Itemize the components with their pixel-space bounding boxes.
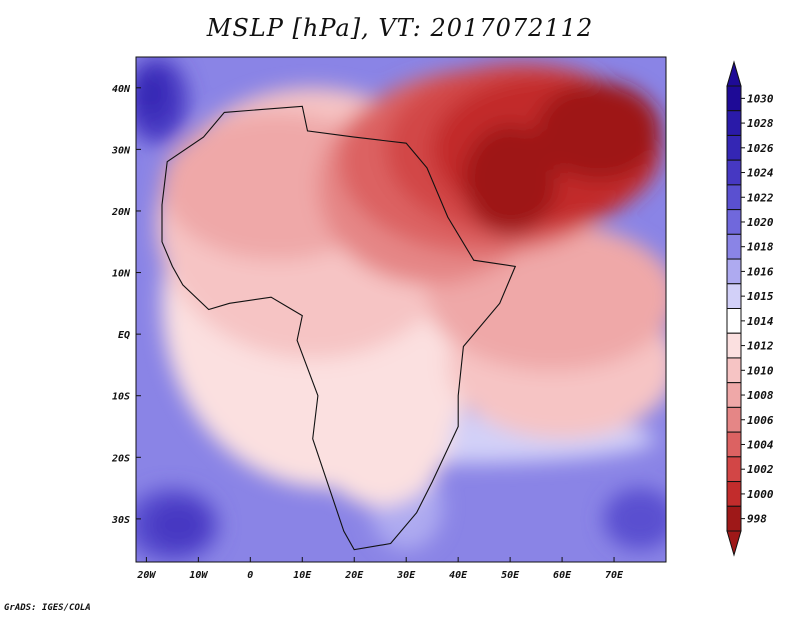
- pressure-region-1024: [146, 500, 209, 550]
- x-tick-label: 20E: [344, 570, 364, 581]
- colorbar-label: 1020: [747, 216, 774, 229]
- colorbar-swatch-1004: [726, 431, 742, 458]
- africa-coastline: [161, 105, 517, 551]
- pressure-region-998: [463, 124, 557, 236]
- colorbar-swatch-1006: [726, 406, 742, 433]
- colorbar-swatch-1028: [726, 110, 742, 136]
- pressure-region-1022: [603, 488, 666, 550]
- colorbar-label: 1006: [747, 414, 774, 427]
- x-tick-label: 0: [247, 570, 253, 581]
- y-tick-label: 40N: [112, 84, 131, 95]
- colorbar-swatch-1008: [726, 382, 742, 408]
- pressure-region-998: [536, 81, 661, 181]
- x-tick-label: 10E: [293, 570, 312, 581]
- y-tick-label: 30S: [111, 515, 130, 526]
- colorbar-label: 1010: [747, 364, 774, 377]
- colorbar-label: 1018: [747, 241, 774, 254]
- x-tick-label: 30E: [396, 570, 416, 581]
- colorbar-label: 1024: [747, 167, 774, 180]
- x-axis: 20W 10W 0 10E 20E 30E 40E 50E 60E 70E: [136, 557, 624, 581]
- colorbar-label: 1008: [747, 389, 774, 402]
- colorbar-swatch-1022: [726, 184, 742, 211]
- colorbar-swatch-1020: [726, 209, 742, 235]
- colorbar-swatch-1030: [726, 85, 742, 112]
- x-tick-label: 50E: [501, 570, 520, 581]
- colorbar-swatch-1015: [726, 283, 742, 309]
- colorbar-swatch-1000: [726, 481, 742, 507]
- colorbar-label: 1026: [747, 142, 774, 155]
- colorbar-top-arrow: [726, 60, 742, 87]
- x-tick-label: 70E: [605, 570, 624, 581]
- map-title: MSLP [hPa], VT: 2017072112: [206, 14, 594, 42]
- colorbar-swatch-1010: [726, 357, 742, 384]
- x-tick-label: 10W: [189, 570, 208, 581]
- pressure-region-1012: [307, 334, 453, 507]
- colorbar-swatch-1024: [726, 159, 742, 186]
- colorbar-swatch-998: [726, 505, 742, 532]
- grads-credit: GrADS: IGES/COLA: [4, 603, 91, 613]
- colorbar-swatch-1012: [726, 332, 742, 359]
- y-tick-label: 20N: [111, 207, 131, 218]
- y-tick-label: 10N: [112, 269, 131, 280]
- pressure-field: [136, 57, 666, 562]
- plot-frame: [135, 56, 667, 563]
- y-tick-label: EQ: [118, 330, 130, 341]
- x-tick-label: 20W: [136, 570, 156, 581]
- colorbar-label: 1022: [747, 191, 774, 204]
- y-tick-label: 10S: [112, 392, 130, 403]
- colorbar-swatch-1026: [726, 134, 742, 161]
- pressure-region-1026: [136, 69, 168, 119]
- colorbar-label: 1012: [747, 340, 774, 353]
- colorbar-label: 1000: [747, 488, 774, 501]
- colorbar-swatch-1016: [726, 258, 742, 285]
- colorbar-swatch-1014: [726, 308, 742, 334]
- colorbar-label: 1015: [747, 290, 774, 303]
- y-tick-label: 20S: [111, 453, 130, 464]
- y-axis: 40N 30N 20N 10N EQ 10S 20S 30S: [111, 84, 141, 526]
- y-tick-label: 30N: [111, 145, 131, 156]
- x-tick-label: 40E: [449, 570, 468, 581]
- colorbar-label: 1028: [747, 117, 774, 130]
- colorbar-label: 998: [747, 513, 767, 526]
- colorbar-label: 1014: [747, 315, 774, 328]
- colorbar-label: 1004: [747, 438, 774, 451]
- colorbar-bottom-arrow: [726, 530, 742, 557]
- colorbar: 1030 1028 1026 1024 1022 1020 1018 1016 1015 1014…: [726, 60, 774, 557]
- colorbar-label: 1030: [747, 92, 774, 105]
- x-tick-label: 60E: [553, 570, 572, 581]
- colorbar-label: 1016: [747, 265, 774, 278]
- pressure-plot-area: [136, 57, 666, 562]
- colorbar-swatch-1002: [726, 456, 742, 483]
- colorbar-label: 1002: [747, 463, 774, 476]
- colorbar-swatch-1018: [726, 233, 742, 260]
